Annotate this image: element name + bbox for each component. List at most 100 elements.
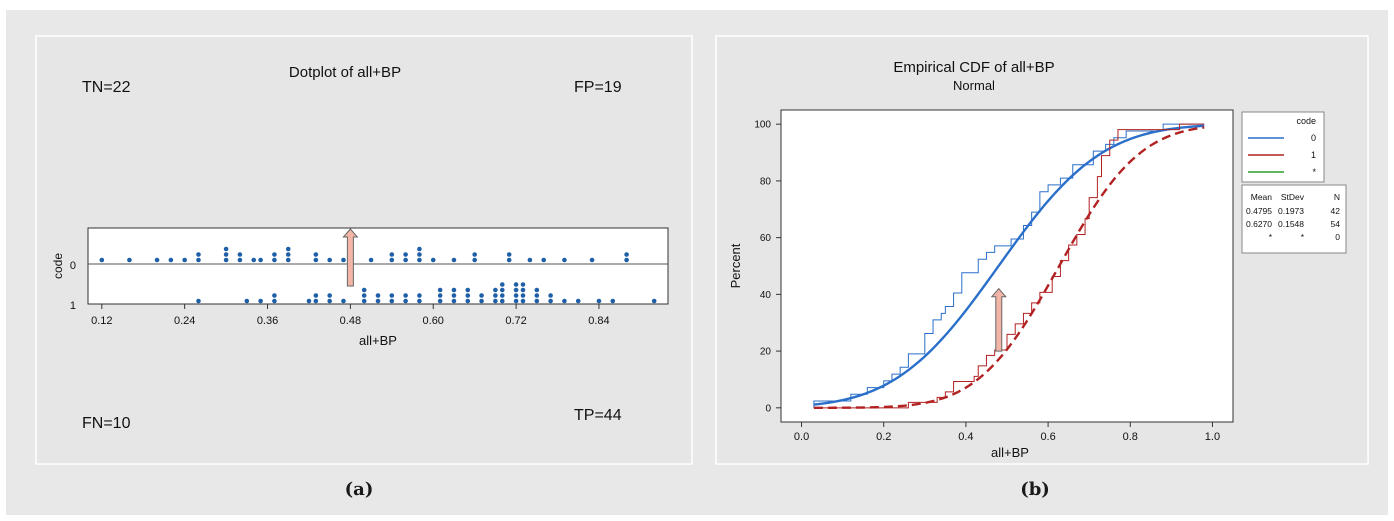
tp-annotation: TP=44	[574, 407, 622, 424]
legend-label-0: 0	[1311, 133, 1316, 143]
dotplot-ytick-0: 0	[70, 260, 76, 272]
dotplot-dot-code-1	[389, 298, 395, 304]
dotplot-dot-code-0	[285, 252, 291, 257]
dotplot-dot-code-0	[223, 257, 229, 263]
dotplot-dot-code-1	[258, 298, 263, 304]
dotplot-dot-code-0	[313, 257, 319, 263]
ecdf-ylabel: Percent	[728, 243, 743, 288]
dotplot-dot-code-1	[451, 298, 457, 304]
dotplot-dot-code-0	[451, 257, 457, 263]
dotplot-dot-code-0	[403, 257, 408, 263]
ecdf-xlabel: all+BP	[991, 445, 1029, 460]
ecdf-empirical-step-code-1	[813, 123, 1205, 409]
ecdf-subtitle: Normal	[953, 78, 995, 93]
dotplot-dot-code-0	[506, 252, 512, 257]
dotplot-dot-code-1	[437, 293, 443, 298]
dotplot-dot-code-0	[285, 246, 291, 252]
dotplot-dot-code-1	[451, 293, 457, 298]
dotplot-dot-code-1	[493, 293, 498, 298]
dotplot-dot-code-0	[541, 257, 547, 263]
fn-annotation: FN=10	[82, 415, 131, 432]
dotplot-dot-code-1	[651, 298, 657, 304]
legend-title: code	[1296, 116, 1316, 126]
dotplot-dot-code-1	[534, 298, 540, 304]
dotplot-dot-code-0	[223, 246, 229, 252]
dotplot-dot-code-1	[513, 282, 519, 287]
dotplot-dot-code-1	[562, 298, 567, 304]
dotplot-dot-code-1	[403, 293, 408, 298]
dotplot-dot-code-0	[127, 257, 132, 263]
dotplot-dot-code-0	[589, 257, 595, 263]
dotplot-dot-code-0	[403, 252, 408, 257]
caption-a: (a)	[345, 479, 374, 500]
dotplot-xtick-label: 0.24	[174, 315, 195, 327]
dotplot-dot-code-1	[196, 298, 201, 304]
dotplot-title: Dotplot of all+BP	[289, 64, 401, 81]
stats-cell: 0	[1335, 232, 1340, 242]
dotplot-x-ticks: 0.12 0.24 0.36 0.48 0.60 0.72 0.84	[91, 304, 610, 327]
dotplot-dot-code-1	[272, 293, 277, 298]
dotplot-dot-code-0	[430, 257, 436, 263]
dotplot-dot-code-1	[375, 293, 381, 298]
dotplot-dot-code-1	[513, 298, 519, 304]
stats-cell: *	[1269, 232, 1273, 242]
ecdf-plot-area	[780, 109, 1234, 423]
dotplot-dot-code-0	[417, 257, 422, 263]
dotplot-dot-code-1	[451, 287, 457, 293]
dotplot-dot-code-1	[417, 293, 422, 298]
dotplot-dot-code-1	[361, 293, 367, 298]
dotplot-dot-code-1	[313, 298, 319, 304]
dotplot-dot-code-1	[493, 298, 498, 304]
dotplot-xtick-label: 0.36	[257, 315, 278, 327]
dotplot-dot-code-0	[237, 257, 243, 263]
dotplot-dot-code-0	[562, 257, 567, 263]
dotplot-dot-code-0	[506, 257, 512, 263]
ecdf-threshold-arrow-shape	[990, 287, 1007, 352]
dotplot-dot-code-0	[272, 252, 277, 257]
dotplot-dot-code-0	[272, 257, 277, 263]
caption-b: (b)	[1020, 479, 1050, 500]
stats-cell: *	[1301, 232, 1305, 242]
stats-table-cells: Mean StDev N 0.4795 0.1973 42 0.6270 0.1548 54 * *…	[1246, 192, 1340, 242]
legend-label-1: 1	[1311, 150, 1316, 160]
ecdf-ytick-label: 80	[760, 176, 772, 187]
dotplot-dot-code-1	[244, 298, 250, 304]
dotplot-ylabel: code	[51, 253, 65, 279]
dotplot-dot-code-1	[313, 293, 319, 298]
dotplot-dot-code-1	[513, 293, 519, 298]
dotplot-dot-code-1	[534, 293, 540, 298]
dotplot-dot-code-0	[527, 257, 533, 263]
dotplot-xtick-label: 0.12	[91, 315, 112, 327]
dotplot-xtick-label: 0.48	[340, 315, 361, 327]
dotplot-dot-code-1	[479, 298, 484, 304]
ecdf-ytick-label: 60	[760, 233, 772, 244]
dotplot-dot-code-1	[327, 293, 332, 298]
dotplot-dot-code-0	[285, 257, 291, 263]
dotplot-dot-code-1	[493, 287, 498, 293]
legend-entries: 0 1 *	[1248, 133, 1316, 177]
dotplot-dot-code-0	[182, 257, 187, 263]
dotplot-dot-code-0	[389, 252, 395, 257]
dotplot-dot-code-1	[403, 298, 408, 304]
ecdf-xtick-label: 0.0	[794, 431, 809, 443]
ecdf-axes: 0.0 0.2 0.4 0.6 0.8 1.0 0 20 40 60 80 100	[754, 120, 1220, 443]
dotplot-dot-code-1	[361, 298, 367, 304]
stats-header-1: StDev	[1281, 192, 1305, 202]
fp-annotation: FP=19	[574, 79, 622, 96]
dotplot-dot-code-0	[624, 252, 629, 257]
dotplot-dot-code-1	[610, 298, 616, 304]
ecdf-empirical-step-code-0	[813, 123, 1205, 408]
stats-cell: 0.1548	[1278, 219, 1304, 229]
dotplot-xtick-label: 0.60	[423, 315, 444, 327]
dotplot-dot-code-1	[499, 293, 505, 298]
dotplot-dot-code-1	[520, 287, 526, 293]
dotplot-dot-code-1	[341, 298, 346, 304]
dotplot-dot-code-0	[417, 246, 422, 252]
dotplot-dot-code-1	[513, 287, 519, 293]
dotplot-dot-code-1	[575, 298, 581, 304]
dotplot-dot-code-1	[479, 293, 484, 298]
dotplot-dot-code-1	[272, 298, 277, 304]
ecdf-xtick-label: 0.2	[876, 431, 891, 443]
dotplot-dot-code-1	[437, 298, 443, 304]
dotplot-dot-code-0	[168, 257, 174, 263]
